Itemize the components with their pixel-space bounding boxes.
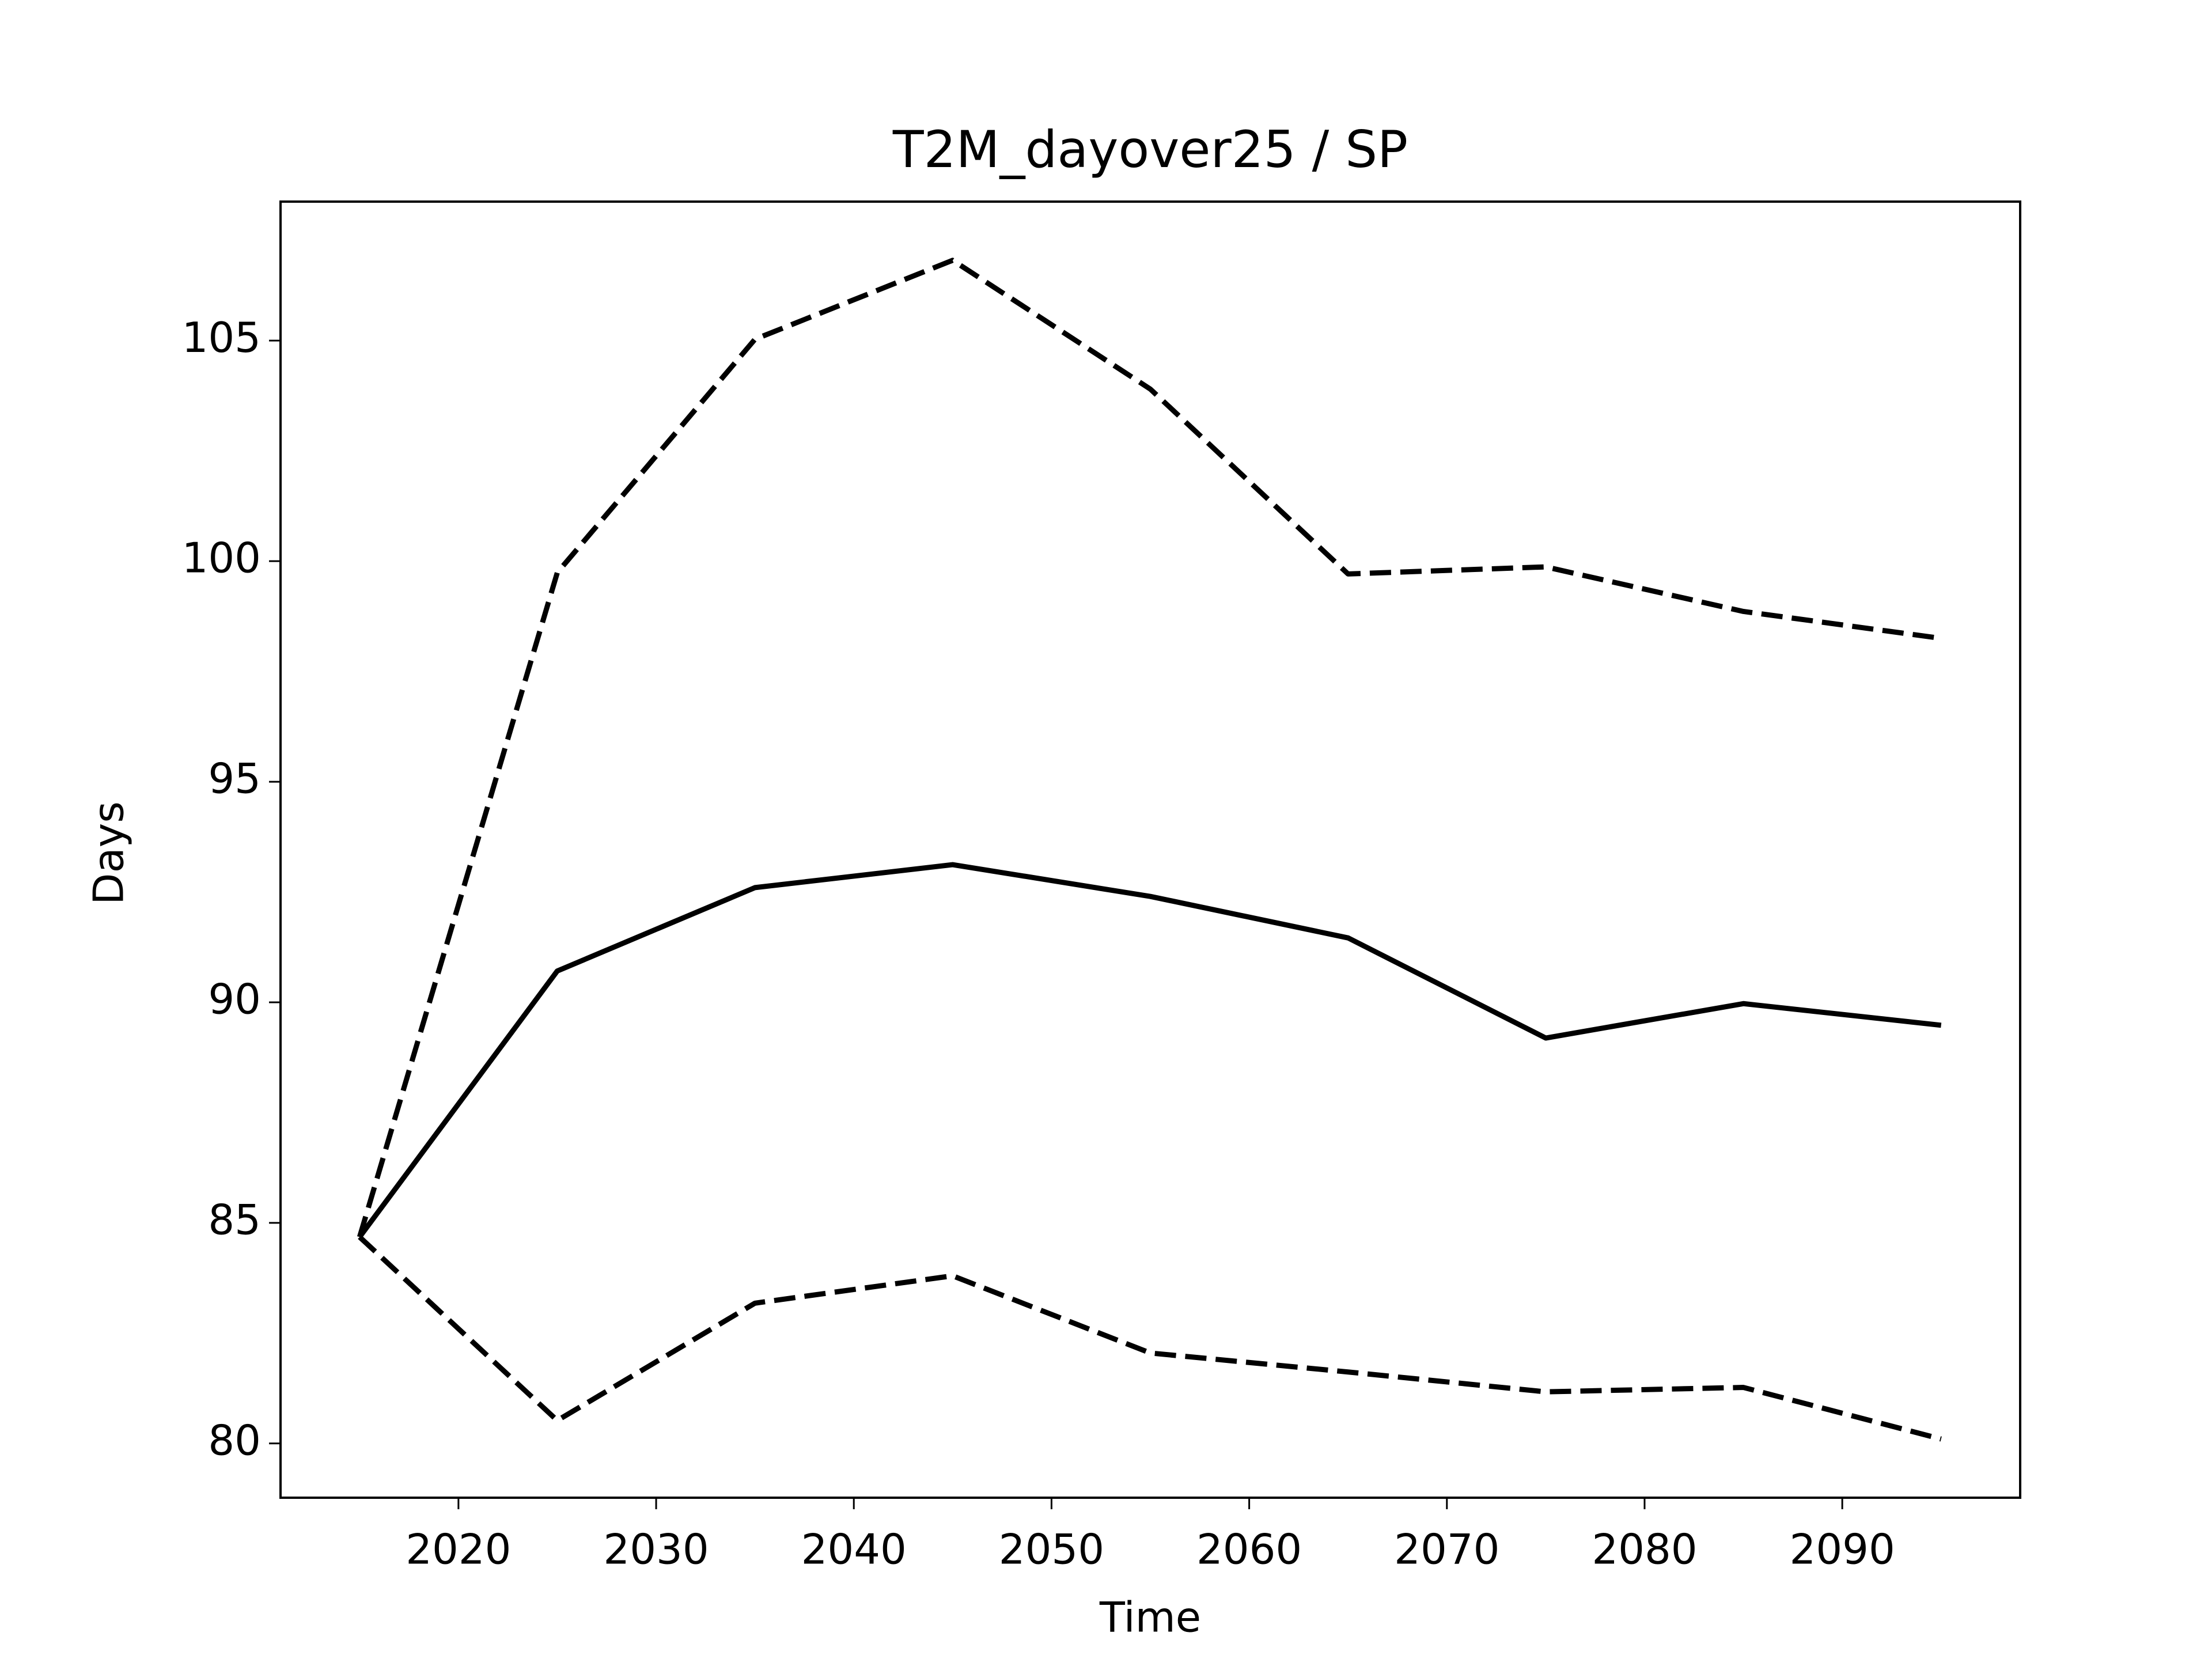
x-tick-label: 2040 <box>801 1525 907 1574</box>
x-tick-label: 2070 <box>1394 1525 1499 1574</box>
y-tick-label: 105 <box>182 313 261 362</box>
x-tick-label: 2060 <box>1196 1525 1302 1574</box>
y-tick-label: 95 <box>208 755 261 803</box>
y-tick-label: 90 <box>208 975 261 1023</box>
y-tick-label: 80 <box>208 1416 261 1464</box>
series-line <box>357 257 1942 1238</box>
x-tick-label: 2080 <box>1592 1525 1697 1574</box>
chart-title: T2M_dayover25 / SP <box>892 120 1408 179</box>
series-line <box>358 1235 1942 1442</box>
y-tick-label: 85 <box>208 1195 261 1244</box>
x-tick-label: 2090 <box>1790 1525 1895 1574</box>
series-line <box>357 862 1942 1239</box>
x-axis-label: Time <box>1099 1593 1201 1642</box>
y-tick-label: 100 <box>182 534 261 582</box>
x-tick-label: 2050 <box>999 1525 1104 1574</box>
x-tick-label: 2020 <box>406 1525 511 1574</box>
plot-frame <box>279 200 2021 1499</box>
x-tick-label: 2030 <box>603 1525 709 1574</box>
y-axis-label: Days <box>85 801 133 905</box>
